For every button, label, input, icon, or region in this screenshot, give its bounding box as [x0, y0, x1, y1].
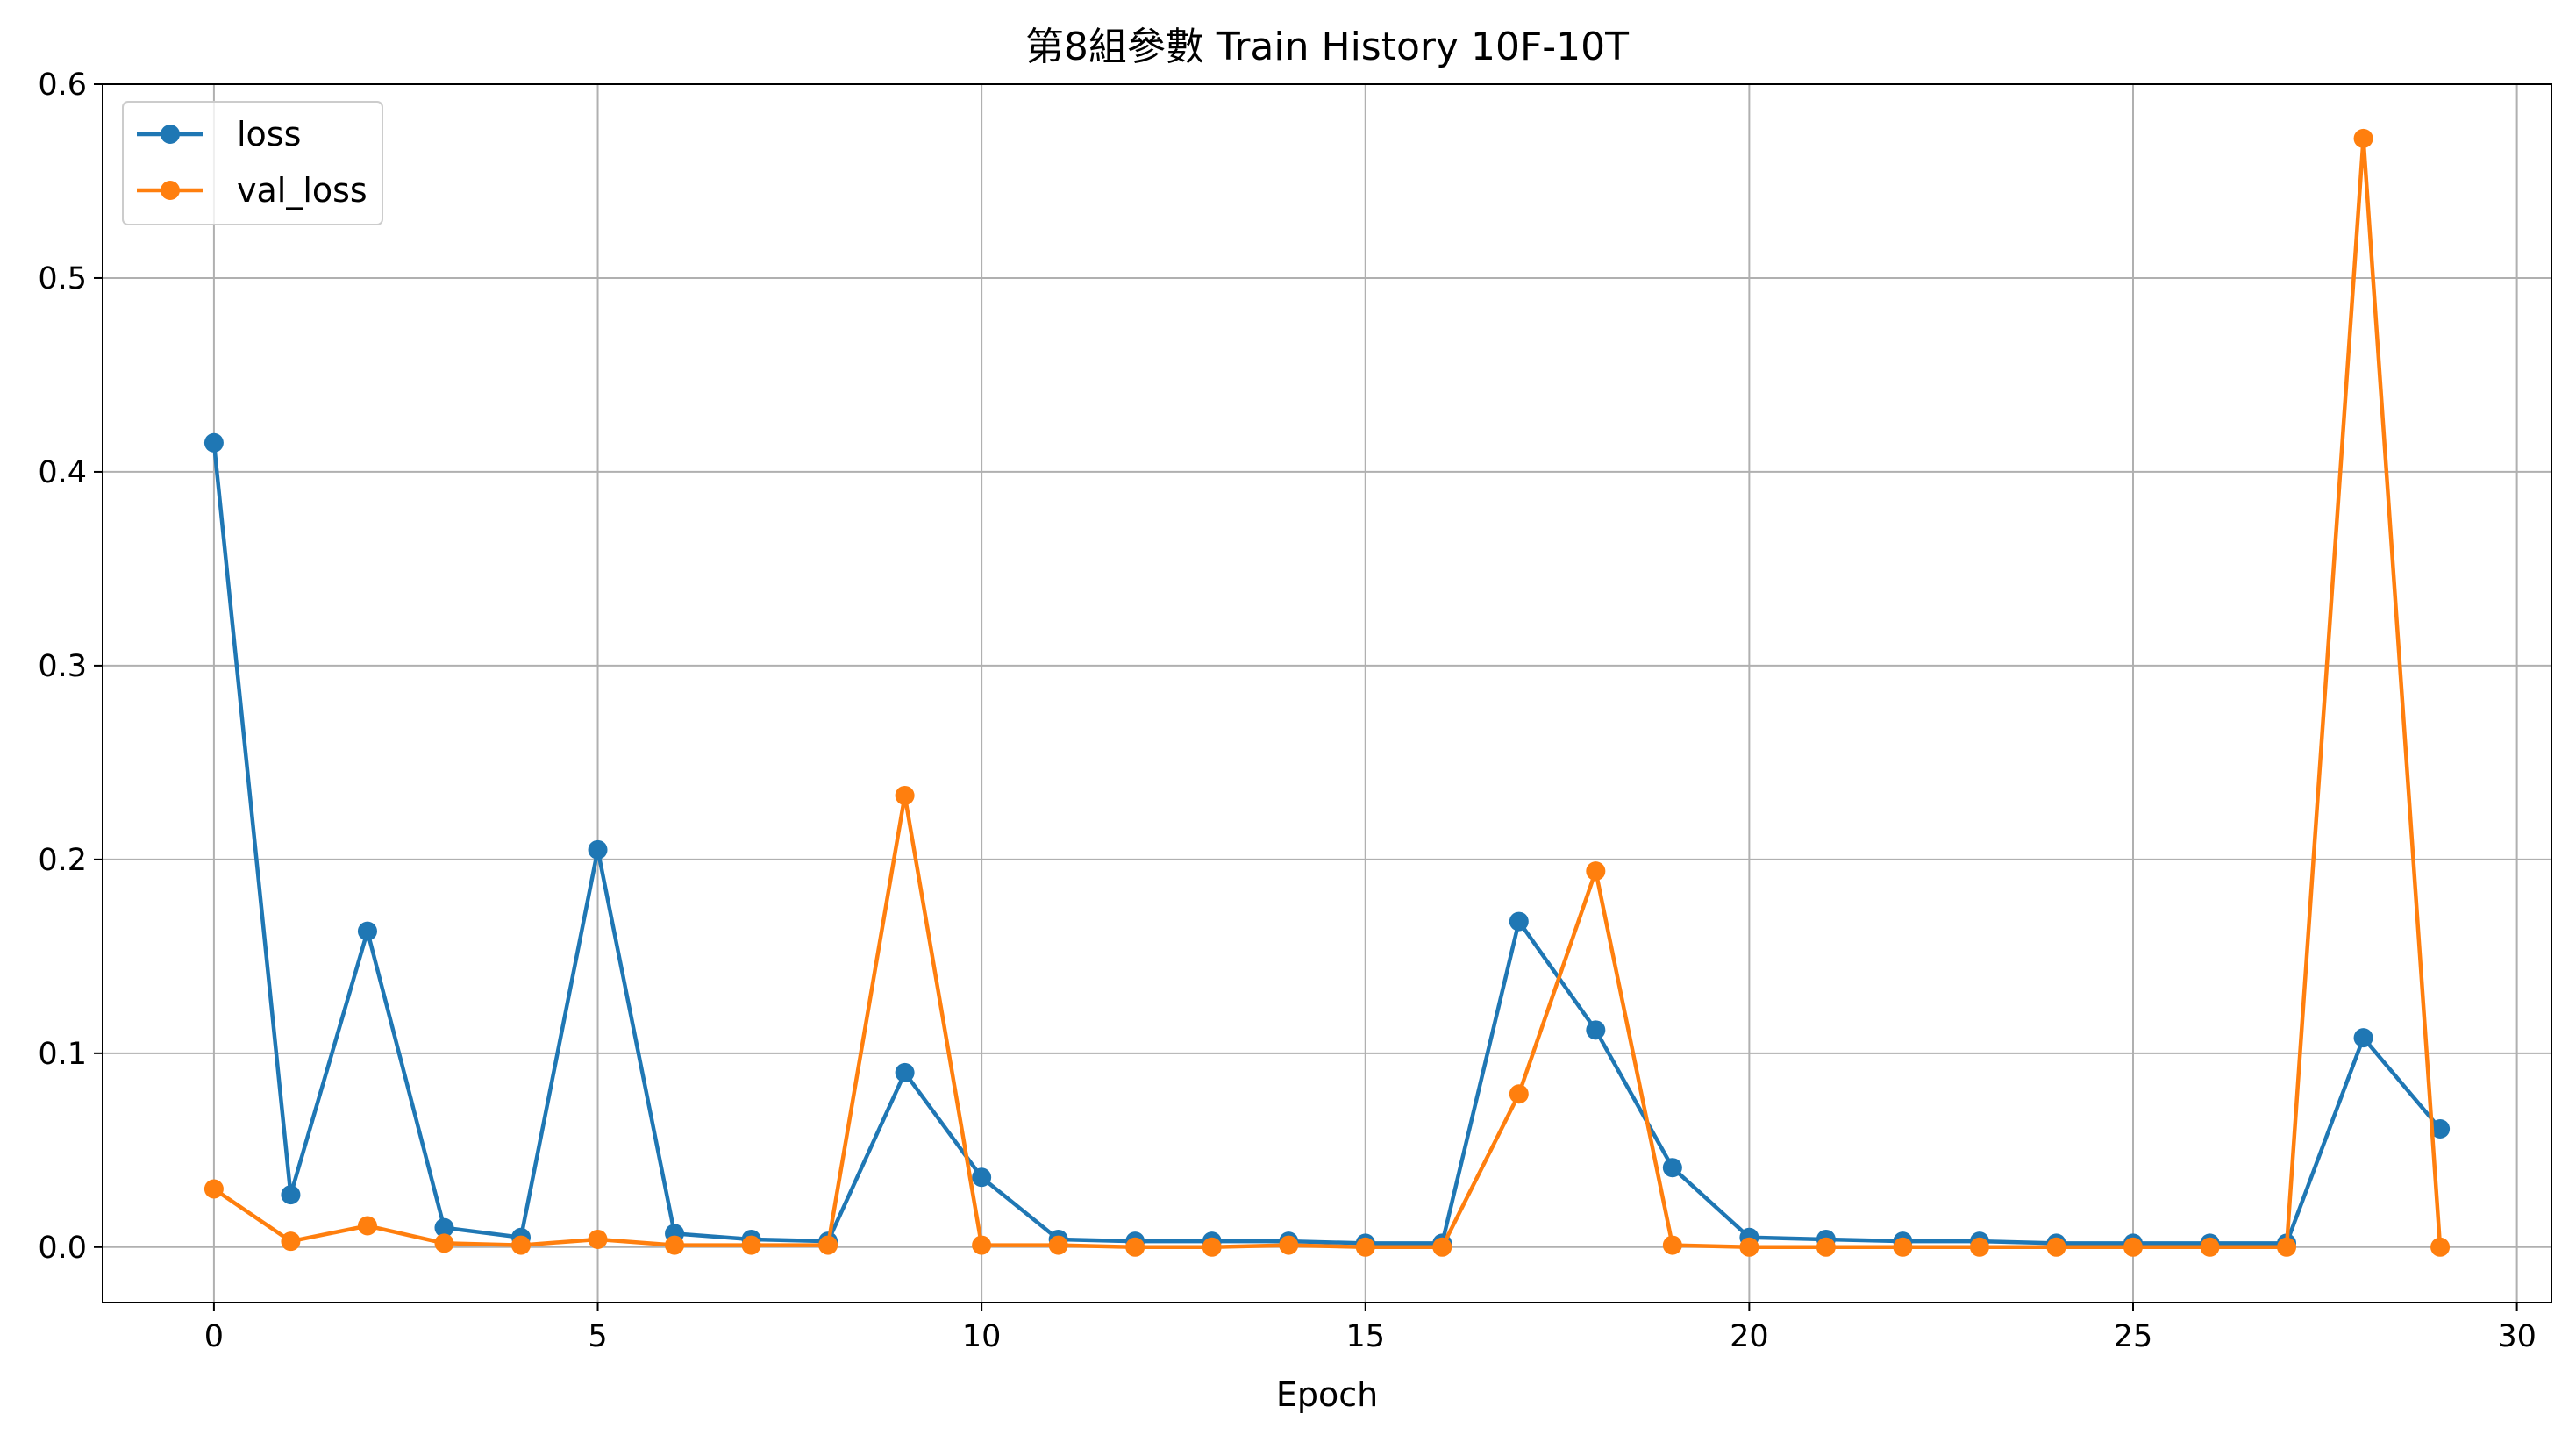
series-line-loss	[211, 442, 2442, 1246]
data-point-val-loss	[203, 1179, 224, 1199]
data-point-loss	[588, 839, 608, 860]
y-tick-label: 0.3	[38, 649, 87, 684]
data-point-val-loss	[818, 1235, 838, 1255]
data-point-loss	[972, 1167, 992, 1188]
data-point-val-loss	[895, 785, 915, 805]
data-point-val-loss	[1893, 1237, 1913, 1257]
x-tick-label: 0	[204, 1319, 224, 1354]
x-tick-label: 10	[962, 1319, 1002, 1354]
data-point-val-loss	[1739, 1237, 1759, 1257]
y-tick-label: 0.5	[38, 261, 87, 296]
plot-frame	[102, 83, 2552, 1303]
chart-title: 第8組參數 Train History 10F-10T	[1025, 25, 1629, 69]
data-point-val-loss	[2123, 1237, 2143, 1257]
data-point-val-loss	[1355, 1237, 1375, 1257]
data-point-val-loss	[1662, 1235, 1682, 1255]
series-layer	[203, 128, 2451, 1257]
data-point-val-loss	[511, 1235, 532, 1255]
data-point-loss	[1586, 1020, 1606, 1040]
legend: loss val_loss	[122, 101, 383, 225]
y-tick-label: 0.1	[38, 1037, 87, 1072]
data-point-val-loss	[357, 1216, 377, 1236]
plot-area	[103, 84, 2551, 1303]
x-tick-label: 5	[588, 1319, 607, 1354]
data-point-loss	[895, 1062, 915, 1082]
data-point-loss	[434, 1217, 454, 1238]
data-point-val-loss	[1586, 861, 1606, 882]
data-point-val-loss	[2277, 1237, 2297, 1257]
data-point-val-loss	[588, 1229, 608, 1249]
data-point-loss	[357, 921, 377, 941]
x-tick-label: 20	[1730, 1319, 1769, 1354]
y-tick-label: 0.0	[38, 1231, 87, 1266]
legend-marker-loss	[161, 125, 180, 144]
data-point-val-loss	[1432, 1237, 1452, 1257]
data-point-val-loss	[972, 1235, 992, 1255]
data-point-val-loss	[1125, 1237, 1145, 1257]
data-point-val-loss	[1048, 1235, 1068, 1255]
x-tick-label: 15	[1345, 1319, 1385, 1354]
y-tick-label: 0.2	[38, 843, 87, 878]
data-point-loss	[2430, 1119, 2451, 1139]
x-tick-label: 30	[2497, 1319, 2537, 1354]
data-point-val-loss	[434, 1233, 454, 1253]
y-tick-label: 0.4	[38, 455, 87, 490]
data-point-loss	[281, 1185, 301, 1205]
data-point-val-loss	[741, 1235, 761, 1255]
series-line-val-loss	[212, 136, 2443, 1250]
legend-label-loss: loss	[237, 115, 301, 153]
data-point-loss	[1509, 911, 1529, 932]
data-point-val-loss	[1202, 1237, 1222, 1257]
y-tick-label: 0.6	[38, 68, 87, 103]
ticks: 0 5 10 15 20 25 30 0.0 0.1 0.2 0.3 0.4 0.5 0.6	[38, 68, 2537, 1354]
legend-label-val-loss: val_loss	[237, 171, 367, 210]
data-point-loss	[1662, 1158, 1682, 1178]
x-tick-label: 25	[2114, 1319, 2153, 1354]
data-point-val-loss	[281, 1231, 301, 1252]
data-point-val-loss	[1969, 1237, 1989, 1257]
data-point-val-loss	[2046, 1237, 2066, 1257]
legend-marker-val-loss	[161, 181, 180, 200]
data-point-val-loss	[2353, 128, 2373, 148]
data-point-val-loss	[1816, 1237, 1836, 1257]
data-point-val-loss	[1509, 1084, 1529, 1104]
data-point-loss	[2353, 1028, 2373, 1048]
data-point-val-loss	[2430, 1237, 2451, 1257]
data-point-val-loss	[665, 1235, 685, 1255]
data-point-val-loss	[2200, 1237, 2220, 1257]
data-point-val-loss	[1279, 1235, 1299, 1255]
data-point-loss	[203, 432, 224, 453]
x-axis-title: Epoch	[1276, 1375, 1378, 1414]
